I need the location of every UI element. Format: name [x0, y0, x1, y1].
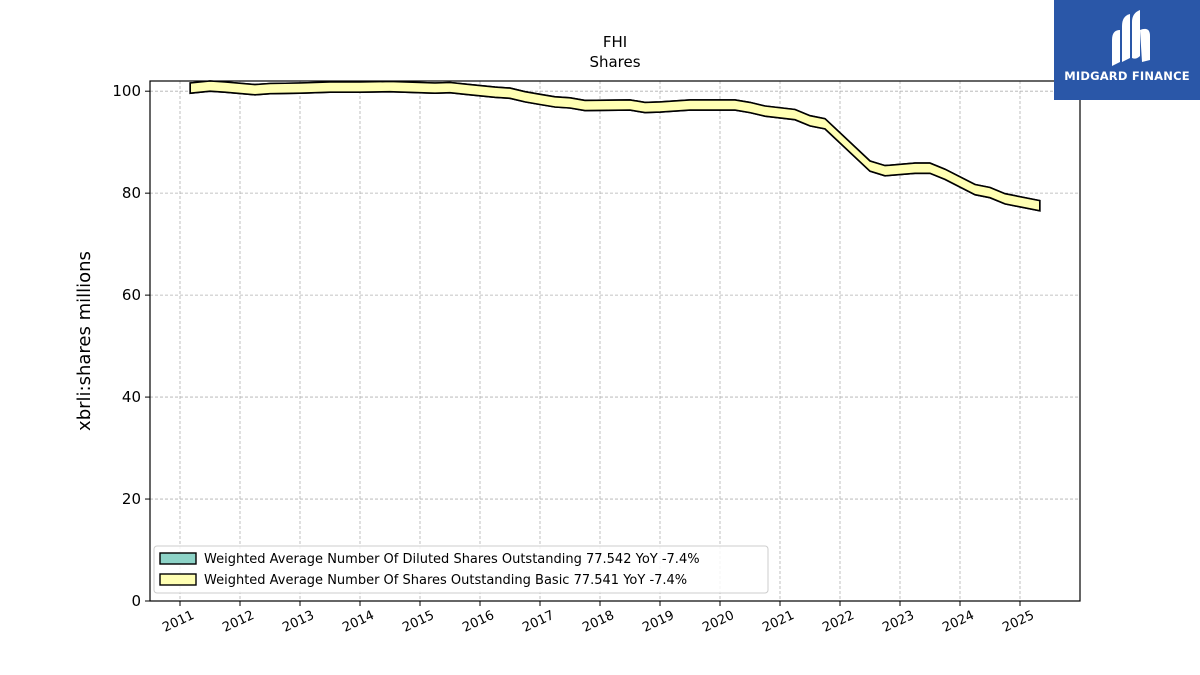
x-axis-ticks: 2011 2012 2013 2014 2015 2016 2017 2018 2019 2020… [160, 601, 1037, 636]
chart-title: FHI [603, 33, 627, 51]
y-tick-label: 60 [122, 286, 141, 304]
plot-frame [149, 80, 1081, 602]
y-tick-label: 40 [122, 388, 141, 406]
x-tick-label: 2016 [460, 608, 496, 636]
x-tick-label: 2015 [400, 608, 436, 636]
x-tick-label: 2012 [220, 608, 256, 636]
y-tick-label: 80 [122, 184, 141, 202]
logo-text: MIDGARD FINANCE [1064, 69, 1190, 83]
x-tick-label: 2017 [520, 608, 556, 636]
x-tick-label: 2011 [160, 608, 196, 636]
legend-label-1: Weighted Average Number Of Diluted Share… [204, 552, 700, 567]
x-tick-label: 2019 [640, 608, 676, 636]
x-tick-label: 2025 [1000, 608, 1036, 636]
y-tick-label: 100 [112, 82, 141, 100]
legend-swatch-1 [159, 552, 197, 565]
series-band-2 [189, 80, 1041, 212]
x-tick-label: 2013 [280, 608, 316, 636]
x-tick-label: 2023 [880, 608, 916, 636]
x-tick-label: 2024 [940, 608, 976, 636]
x-tick-label: 2020 [700, 608, 736, 636]
legend: Weighted Average Number Of Diluted Share… [153, 545, 769, 594]
x-tick-label: 2018 [580, 608, 616, 636]
series-layer [189, 80, 1041, 212]
logo-mark-icon [1112, 10, 1150, 66]
x-tick-label: 2014 [340, 608, 376, 636]
x-tick-label: 2021 [760, 608, 796, 636]
y-tick-label: 0 [131, 592, 141, 610]
legend-swatch-2 [159, 573, 197, 586]
y-axis-label: xbrli:shares millions [74, 251, 95, 431]
legend-box [153, 545, 769, 594]
y-axis-ticks: 0 20 40 60 80 100 [112, 82, 150, 610]
x-tick-label: 2022 [820, 608, 856, 636]
legend-label-2: Weighted Average Number Of Shares Outsta… [204, 573, 687, 588]
chart-subtitle: Shares [589, 53, 640, 71]
y-tick-label: 20 [122, 490, 141, 508]
grid-lines [150, 81, 1080, 602]
midgard-finance-logo: MIDGARD FINANCE [1054, 0, 1200, 100]
